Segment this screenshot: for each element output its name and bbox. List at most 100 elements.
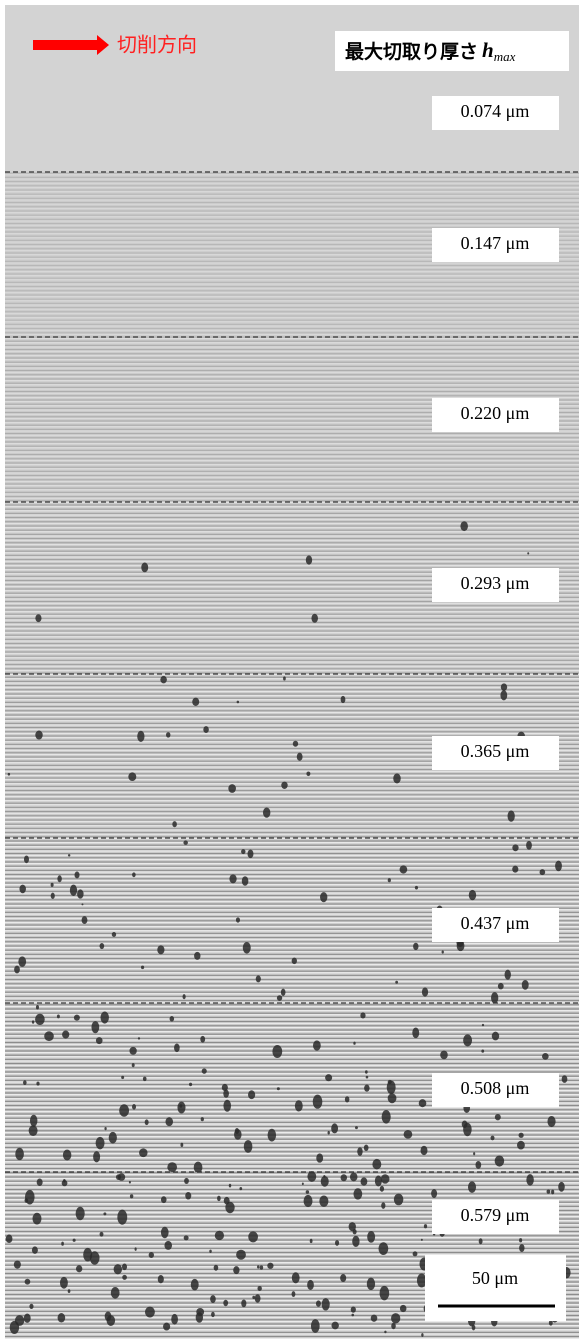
- particle: [468, 889, 477, 901]
- particle: [62, 1030, 70, 1039]
- particle: [399, 1304, 407, 1313]
- particle: [257, 1265, 260, 1269]
- particle: [481, 1049, 485, 1053]
- particle: [312, 1094, 323, 1109]
- band-label-box: [432, 568, 559, 602]
- particle: [75, 1265, 83, 1273]
- particle: [412, 1027, 420, 1039]
- particle: [325, 1074, 333, 1082]
- particle: [247, 849, 254, 859]
- particle: [93, 1151, 101, 1163]
- particle: [303, 1194, 313, 1208]
- particle: [233, 1266, 240, 1275]
- particle: [236, 1249, 246, 1260]
- particle: [23, 855, 29, 864]
- particle: [292, 740, 299, 747]
- particle: [387, 878, 391, 883]
- scale-bar-box: [425, 1255, 566, 1321]
- particle: [504, 969, 511, 980]
- particle: [399, 865, 408, 874]
- direction-label: 切削方向: [117, 33, 197, 57]
- particle: [475, 1160, 482, 1169]
- particle: [194, 951, 201, 960]
- band-label-box: [432, 228, 559, 262]
- particle: [255, 975, 261, 983]
- particle: [183, 1235, 189, 1241]
- particle: [421, 1333, 424, 1337]
- particle: [171, 1313, 178, 1325]
- direction-arrow-shaft: [33, 40, 99, 50]
- particle: [19, 884, 26, 894]
- particle: [463, 1034, 473, 1047]
- particle: [13, 1260, 21, 1269]
- particle: [77, 889, 84, 899]
- particle: [512, 865, 519, 873]
- particle: [67, 854, 71, 857]
- particle: [349, 1172, 358, 1182]
- particle: [129, 1046, 137, 1055]
- particle: [228, 1183, 232, 1188]
- particle: [309, 1238, 313, 1244]
- particle: [14, 965, 20, 974]
- header-subscript: max: [494, 49, 516, 64]
- particle: [91, 1021, 100, 1034]
- particle: [391, 1313, 401, 1324]
- particle: [137, 730, 145, 742]
- particle: [24, 1189, 35, 1205]
- particle: [213, 1264, 219, 1271]
- particle: [262, 807, 271, 818]
- particle: [180, 1142, 184, 1148]
- particle: [352, 1235, 360, 1247]
- band-label: 0.437 μm: [461, 913, 530, 933]
- particle: [491, 1031, 500, 1041]
- particle: [267, 1128, 277, 1142]
- particle: [108, 1131, 117, 1144]
- particle: [44, 1031, 54, 1042]
- particle: [305, 555, 313, 565]
- particle: [381, 1202, 386, 1209]
- particle: [57, 875, 62, 883]
- particle: [81, 903, 84, 906]
- particle: [89, 1251, 100, 1265]
- particle: [121, 1263, 128, 1271]
- band-label-box: [432, 96, 559, 130]
- band-label: 0.579 μm: [461, 1205, 530, 1225]
- band-label: 0.365 μm: [461, 741, 530, 761]
- particle: [241, 876, 249, 886]
- particle: [276, 995, 283, 1001]
- particle: [203, 726, 209, 733]
- particle: [184, 1177, 189, 1185]
- particle: [210, 1295, 216, 1303]
- particle: [519, 1238, 523, 1243]
- particle: [111, 931, 117, 937]
- particle: [414, 885, 419, 890]
- particle: [418, 1099, 427, 1108]
- particle: [307, 1171, 317, 1182]
- header-box: [335, 31, 569, 71]
- direction-arrow-head: [97, 35, 109, 55]
- band-label: 0.293 μm: [461, 573, 530, 593]
- particle: [379, 1185, 385, 1192]
- particle: [243, 1140, 253, 1153]
- particle: [50, 882, 54, 887]
- particle: [441, 950, 444, 954]
- particle: [29, 1303, 34, 1310]
- particle: [81, 916, 88, 925]
- particle: [28, 1125, 38, 1137]
- particle: [188, 1082, 193, 1087]
- particle: [331, 1123, 339, 1134]
- particle: [348, 1222, 356, 1232]
- particle: [14, 1315, 25, 1326]
- particle: [166, 732, 171, 738]
- particle: [380, 1174, 390, 1184]
- particle: [413, 942, 419, 951]
- particle: [160, 1226, 169, 1239]
- particle: [182, 994, 186, 1000]
- particle: [276, 1087, 280, 1091]
- particle: [104, 1126, 107, 1131]
- particle: [122, 1274, 127, 1280]
- particle: [223, 1089, 229, 1098]
- particle: [110, 1287, 120, 1299]
- particle: [29, 1114, 38, 1127]
- particle: [363, 1144, 369, 1152]
